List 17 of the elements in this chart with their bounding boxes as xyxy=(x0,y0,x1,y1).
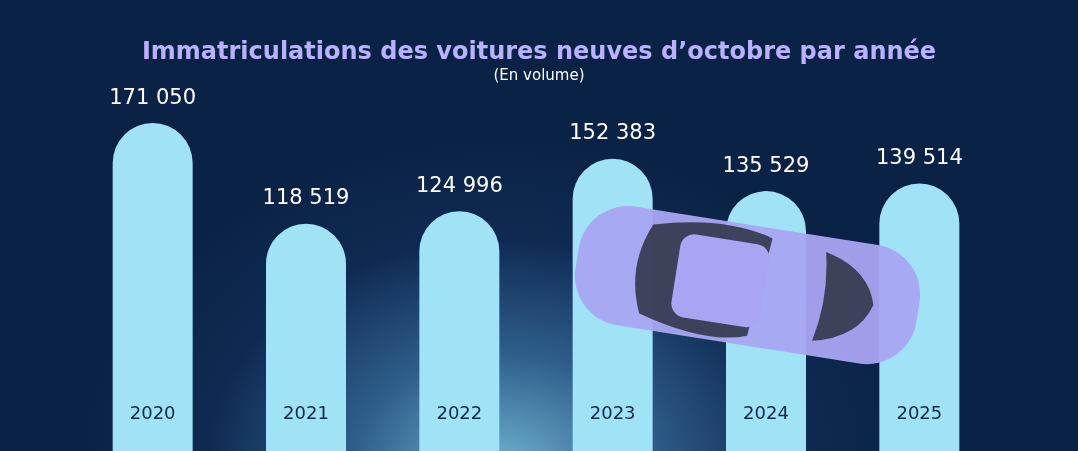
bar xyxy=(266,223,346,451)
x-tick-label: 2024 xyxy=(743,401,789,423)
bar xyxy=(112,123,193,451)
data-label: 135 529 xyxy=(722,152,810,177)
data-label: 118 519 xyxy=(262,185,350,210)
x-tick-label: 2025 xyxy=(896,401,943,423)
data-label: 139 514 xyxy=(875,144,963,169)
x-tick-label: 2022 xyxy=(436,401,483,423)
chart-title: Immatriculations des voitures neuves d’octobre par année xyxy=(141,37,937,65)
data-label: 124 996 xyxy=(415,172,503,197)
data-label: 171 050 xyxy=(109,84,197,109)
bar xyxy=(419,211,500,451)
data-label: 152 383 xyxy=(569,120,657,145)
x-tick-label: 2023 xyxy=(589,401,636,423)
chart-subtitle: (En volume) xyxy=(493,65,585,84)
x-tick-label: 2021 xyxy=(283,401,329,423)
x-tick-label: 2020 xyxy=(129,401,176,423)
